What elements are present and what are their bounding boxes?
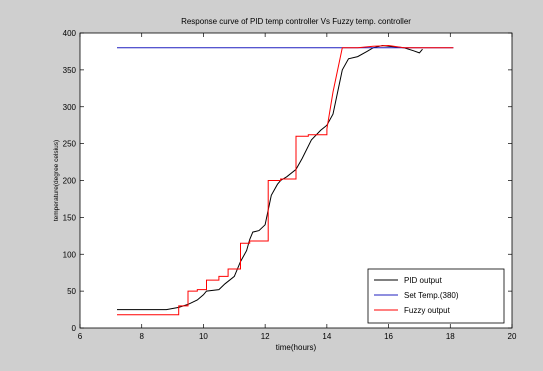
x-tick-label: 20 [508,332,517,341]
chart-title: Response curve of PID temp controller Vs… [181,17,411,26]
y-axis-ticks: 0 50 100 150 200 250 300 350 400 [63,29,512,333]
legend-label: Set Temp.(380) [404,291,459,300]
legend: PID output Set Temp.(380) Fuzzy output [367,268,505,324]
x-axis-label: time(hours) [276,343,317,352]
y-tick-label: 0 [72,324,77,333]
x-tick-label: 8 [139,332,144,341]
series-lines [117,44,454,316]
x-tick-label: 6 [78,332,83,341]
series-line-3 [117,44,454,316]
y-tick-label: 300 [63,103,77,112]
y-tick-label: 100 [63,250,77,259]
y-tick-label: 250 [63,140,77,149]
x-tick-label: 18 [446,332,455,341]
y-tick-label: 200 [63,177,77,186]
x-axis-ticks: 6 8 10 12 14 16 18 20 [78,33,517,341]
x-tick-label: 12 [261,332,270,341]
y-tick-label: 50 [67,287,76,296]
y-tick-label: 150 [63,213,77,222]
y-tick-label: 400 [63,29,77,38]
y-tick-label: 350 [63,66,77,75]
legend-label: PID output [404,276,443,285]
x-tick-label: 16 [384,332,393,341]
x-tick-label: 10 [199,332,208,341]
legend-box [367,268,505,324]
y-axis-label: temperature(degree celsius) [53,140,60,221]
x-tick-label: 14 [322,332,331,341]
legend-label: Fuzzy output [404,306,451,315]
